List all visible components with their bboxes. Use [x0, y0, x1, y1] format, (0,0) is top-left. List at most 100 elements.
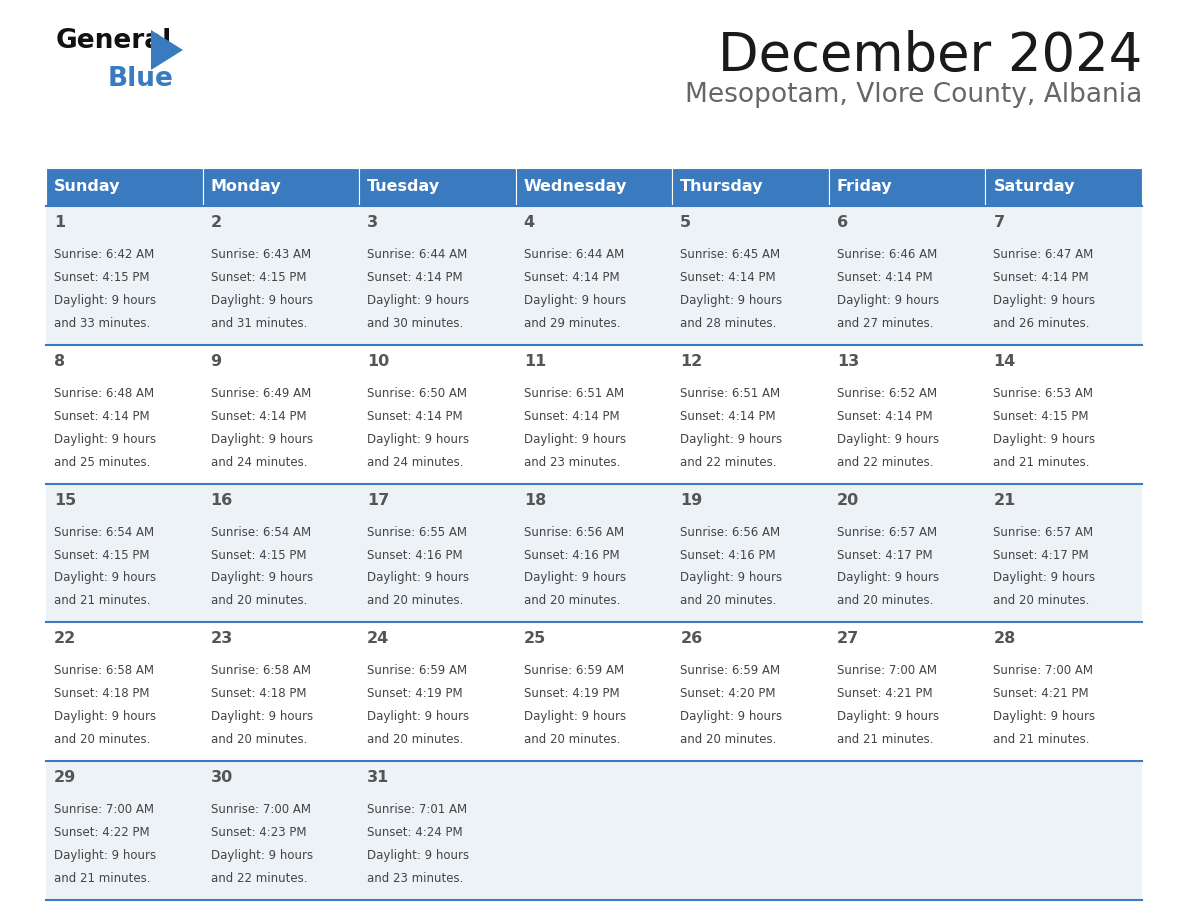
- Text: 3: 3: [367, 215, 378, 230]
- Text: Sunset: 4:14 PM: Sunset: 4:14 PM: [993, 271, 1089, 284]
- Text: Sunrise: 6:57 AM: Sunrise: 6:57 AM: [836, 526, 937, 539]
- Text: 6: 6: [836, 215, 848, 230]
- Text: and 20 minutes.: and 20 minutes.: [681, 733, 777, 746]
- Text: Sunset: 4:17 PM: Sunset: 4:17 PM: [836, 548, 933, 562]
- Text: and 20 minutes.: and 20 minutes.: [524, 733, 620, 746]
- Text: 21: 21: [993, 493, 1016, 508]
- Text: Daylight: 9 hours: Daylight: 9 hours: [53, 849, 156, 862]
- Text: Daylight: 9 hours: Daylight: 9 hours: [53, 711, 156, 723]
- Text: Sunset: 4:17 PM: Sunset: 4:17 PM: [993, 548, 1089, 562]
- Text: Sunset: 4:24 PM: Sunset: 4:24 PM: [367, 826, 463, 839]
- Text: Sunset: 4:21 PM: Sunset: 4:21 PM: [836, 688, 933, 700]
- Text: Sunrise: 6:52 AM: Sunrise: 6:52 AM: [836, 386, 937, 400]
- Text: Daylight: 9 hours: Daylight: 9 hours: [53, 571, 156, 585]
- Text: Daylight: 9 hours: Daylight: 9 hours: [210, 711, 312, 723]
- Text: Daylight: 9 hours: Daylight: 9 hours: [836, 571, 939, 585]
- Text: and 20 minutes.: and 20 minutes.: [524, 594, 620, 608]
- Text: Sunset: 4:16 PM: Sunset: 4:16 PM: [681, 548, 776, 562]
- Text: 24: 24: [367, 632, 390, 646]
- Text: Sunrise: 6:46 AM: Sunrise: 6:46 AM: [836, 248, 937, 261]
- Text: Sunrise: 6:59 AM: Sunrise: 6:59 AM: [367, 665, 467, 677]
- Text: and 23 minutes.: and 23 minutes.: [367, 872, 463, 885]
- Text: Thursday: Thursday: [681, 180, 764, 195]
- Text: December 2024: December 2024: [718, 30, 1142, 82]
- Text: 1: 1: [53, 215, 65, 230]
- Text: Sunset: 4:14 PM: Sunset: 4:14 PM: [210, 409, 307, 422]
- Text: Sunrise: 7:00 AM: Sunrise: 7:00 AM: [210, 803, 310, 816]
- Text: 26: 26: [681, 632, 702, 646]
- Text: and 33 minutes.: and 33 minutes.: [53, 317, 150, 330]
- Text: General: General: [56, 28, 172, 54]
- Text: and 23 minutes.: and 23 minutes.: [524, 455, 620, 468]
- Text: 16: 16: [210, 493, 233, 508]
- Text: Daylight: 9 hours: Daylight: 9 hours: [367, 294, 469, 307]
- Text: 2: 2: [210, 215, 222, 230]
- Text: and 20 minutes.: and 20 minutes.: [210, 594, 307, 608]
- Text: 15: 15: [53, 493, 76, 508]
- Text: Sunrise: 6:58 AM: Sunrise: 6:58 AM: [210, 665, 310, 677]
- Text: 31: 31: [367, 770, 390, 785]
- Text: Sunrise: 6:44 AM: Sunrise: 6:44 AM: [524, 248, 624, 261]
- Text: 5: 5: [681, 215, 691, 230]
- Text: 11: 11: [524, 353, 546, 369]
- Text: and 21 minutes.: and 21 minutes.: [993, 733, 1089, 746]
- Text: and 29 minutes.: and 29 minutes.: [524, 317, 620, 330]
- Text: Daylight: 9 hours: Daylight: 9 hours: [993, 294, 1095, 307]
- Text: Monday: Monday: [210, 180, 282, 195]
- Text: Sunrise: 6:56 AM: Sunrise: 6:56 AM: [681, 526, 781, 539]
- Text: Sunset: 4:16 PM: Sunset: 4:16 PM: [524, 548, 619, 562]
- Text: Sunrise: 6:53 AM: Sunrise: 6:53 AM: [993, 386, 1093, 400]
- Text: and 21 minutes.: and 21 minutes.: [53, 872, 151, 885]
- Bar: [985, 168, 1142, 206]
- Bar: [203, 168, 359, 206]
- Text: Daylight: 9 hours: Daylight: 9 hours: [681, 571, 783, 585]
- Text: Daylight: 9 hours: Daylight: 9 hours: [681, 294, 783, 307]
- Text: Sunrise: 6:50 AM: Sunrise: 6:50 AM: [367, 386, 467, 400]
- Text: and 20 minutes.: and 20 minutes.: [367, 594, 463, 608]
- Bar: [359, 168, 516, 206]
- Text: Sunset: 4:21 PM: Sunset: 4:21 PM: [993, 688, 1089, 700]
- Text: and 31 minutes.: and 31 minutes.: [210, 317, 307, 330]
- Text: Sunrise: 6:47 AM: Sunrise: 6:47 AM: [993, 248, 1094, 261]
- Text: Daylight: 9 hours: Daylight: 9 hours: [524, 711, 626, 723]
- Text: Tuesday: Tuesday: [367, 180, 441, 195]
- Text: Sunrise: 6:51 AM: Sunrise: 6:51 AM: [524, 386, 624, 400]
- Bar: [46, 345, 1142, 484]
- Text: Sunset: 4:14 PM: Sunset: 4:14 PM: [524, 409, 619, 422]
- Text: and 21 minutes.: and 21 minutes.: [836, 733, 934, 746]
- Text: and 20 minutes.: and 20 minutes.: [53, 733, 151, 746]
- Bar: [829, 168, 985, 206]
- Text: Sunrise: 6:56 AM: Sunrise: 6:56 AM: [524, 526, 624, 539]
- Text: Daylight: 9 hours: Daylight: 9 hours: [210, 432, 312, 445]
- Text: 18: 18: [524, 493, 546, 508]
- Text: Blue: Blue: [108, 66, 173, 92]
- Text: Sunrise: 6:44 AM: Sunrise: 6:44 AM: [367, 248, 467, 261]
- Text: 30: 30: [210, 770, 233, 785]
- Text: Sunrise: 6:59 AM: Sunrise: 6:59 AM: [524, 665, 624, 677]
- Text: and 28 minutes.: and 28 minutes.: [681, 317, 777, 330]
- Text: 25: 25: [524, 632, 546, 646]
- Text: Daylight: 9 hours: Daylight: 9 hours: [836, 711, 939, 723]
- Text: and 20 minutes.: and 20 minutes.: [993, 594, 1089, 608]
- Text: and 22 minutes.: and 22 minutes.: [681, 455, 777, 468]
- Text: 8: 8: [53, 353, 65, 369]
- Text: and 25 minutes.: and 25 minutes.: [53, 455, 151, 468]
- Text: and 20 minutes.: and 20 minutes.: [210, 733, 307, 746]
- Bar: [516, 168, 672, 206]
- Text: Sunrise: 6:59 AM: Sunrise: 6:59 AM: [681, 665, 781, 677]
- Text: Sunset: 4:14 PM: Sunset: 4:14 PM: [524, 271, 619, 284]
- Bar: [46, 206, 1142, 345]
- Text: 12: 12: [681, 353, 702, 369]
- Text: and 21 minutes.: and 21 minutes.: [993, 455, 1089, 468]
- Text: Sunrise: 6:43 AM: Sunrise: 6:43 AM: [210, 248, 311, 261]
- Text: Sunset: 4:14 PM: Sunset: 4:14 PM: [836, 271, 933, 284]
- Text: Sunrise: 6:55 AM: Sunrise: 6:55 AM: [367, 526, 467, 539]
- Text: Sunset: 4:23 PM: Sunset: 4:23 PM: [210, 826, 307, 839]
- Text: Sunrise: 7:01 AM: Sunrise: 7:01 AM: [367, 803, 467, 816]
- Text: Daylight: 9 hours: Daylight: 9 hours: [367, 849, 469, 862]
- Text: and 20 minutes.: and 20 minutes.: [836, 594, 934, 608]
- Text: Sunset: 4:18 PM: Sunset: 4:18 PM: [210, 688, 307, 700]
- Text: Sunrise: 6:57 AM: Sunrise: 6:57 AM: [993, 526, 1093, 539]
- Text: and 21 minutes.: and 21 minutes.: [53, 594, 151, 608]
- Text: Daylight: 9 hours: Daylight: 9 hours: [367, 571, 469, 585]
